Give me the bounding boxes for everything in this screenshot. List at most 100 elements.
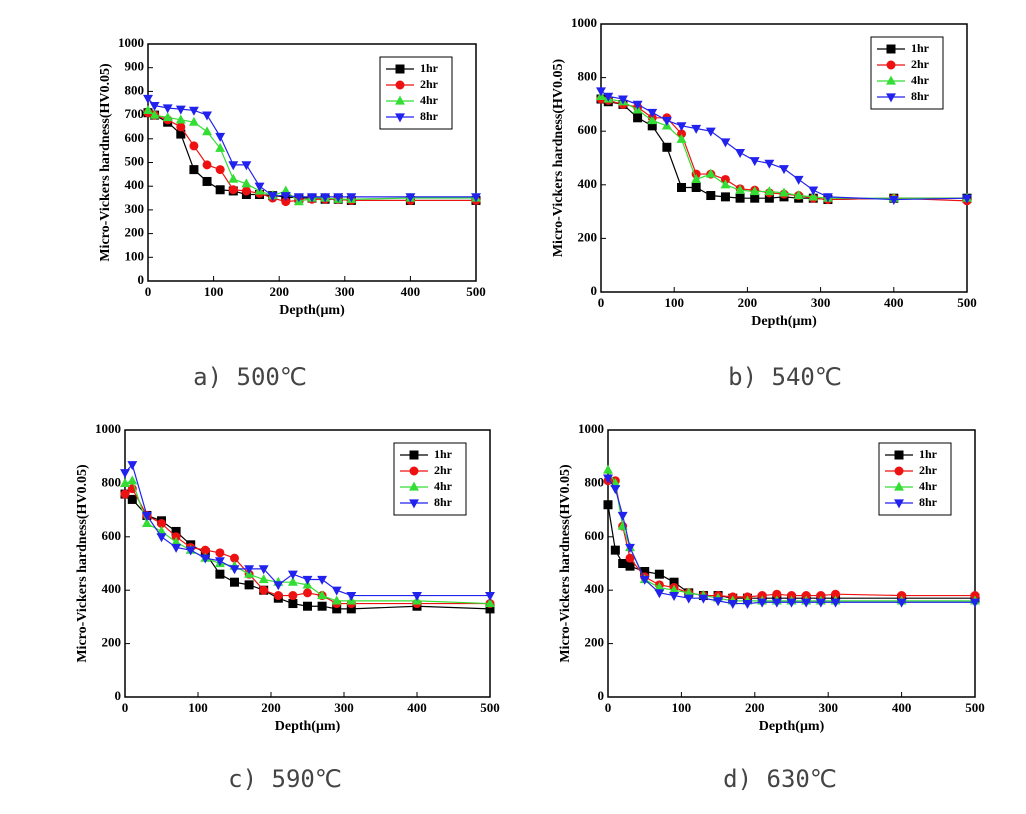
- legend-label: 1hr: [919, 447, 938, 461]
- marker: [241, 186, 251, 196]
- marker: [395, 113, 405, 123]
- marker: [771, 598, 782, 608]
- marker: [603, 464, 613, 474]
- marker: [618, 95, 628, 105]
- x-axis-label: Depth(μm): [751, 314, 817, 329]
- legend-label: 2hr: [919, 463, 938, 477]
- x-tick-label: 200: [261, 700, 281, 715]
- legend-label: 1hr: [911, 41, 930, 55]
- marker: [143, 104, 153, 114]
- marker: [683, 594, 694, 604]
- y-tick-label: 400: [125, 177, 145, 192]
- x-tick-label: 0: [605, 700, 612, 715]
- x-tick-label: 500: [957, 295, 977, 310]
- x-tick-label: 200: [269, 284, 289, 299]
- marker: [258, 574, 269, 584]
- y-tick-label: 900: [125, 59, 145, 74]
- marker: [230, 577, 239, 587]
- marker: [202, 126, 212, 136]
- marker: [894, 466, 904, 476]
- marker: [822, 193, 833, 203]
- marker: [617, 511, 628, 521]
- marker: [706, 191, 716, 201]
- marker: [171, 536, 182, 546]
- marker: [317, 601, 327, 611]
- y-tick-label: 100: [125, 248, 145, 263]
- x-tick-label: 0: [145, 284, 152, 299]
- marker: [676, 122, 687, 132]
- marker: [886, 75, 896, 85]
- marker: [317, 575, 328, 585]
- marker: [176, 129, 186, 139]
- marker: [830, 598, 841, 608]
- x-tick-label: 0: [598, 295, 605, 310]
- marker: [894, 450, 904, 460]
- marker: [720, 192, 730, 202]
- marker: [779, 165, 789, 175]
- marker: [267, 192, 278, 202]
- marker: [188, 106, 199, 116]
- marker: [698, 594, 709, 604]
- marker: [633, 113, 643, 123]
- marker: [409, 481, 419, 491]
- marker: [280, 192, 291, 202]
- marker: [720, 138, 731, 148]
- y-tick-label: 600: [585, 528, 605, 543]
- marker: [886, 44, 896, 54]
- marker: [215, 548, 225, 558]
- x-tick-label: 100: [188, 700, 208, 715]
- marker: [647, 108, 658, 118]
- marker: [331, 595, 342, 605]
- marker: [662, 142, 672, 152]
- y-tick-label: 0: [598, 688, 605, 703]
- marker: [395, 64, 405, 74]
- marker: [287, 576, 298, 586]
- marker: [258, 565, 269, 575]
- caption: a) 500℃: [193, 363, 307, 391]
- marker: [228, 185, 238, 195]
- marker: [254, 182, 265, 192]
- marker: [241, 161, 252, 171]
- marker: [346, 591, 357, 601]
- marker: [405, 193, 416, 203]
- marker: [244, 565, 255, 575]
- marker: [331, 586, 342, 596]
- marker: [288, 591, 298, 601]
- marker: [779, 187, 789, 197]
- y-tick-label: 500: [125, 153, 145, 168]
- x-tick-label: 100: [664, 295, 684, 310]
- marker: [189, 165, 199, 175]
- x-tick-label: 300: [334, 700, 354, 715]
- marker: [786, 598, 797, 608]
- marker: [229, 565, 240, 575]
- y-tick-label: 0: [591, 283, 598, 298]
- marker: [259, 585, 269, 595]
- y-tick-label: 400: [585, 581, 605, 596]
- marker: [149, 102, 160, 112]
- marker: [120, 469, 130, 479]
- marker: [395, 80, 405, 90]
- marker: [215, 132, 226, 142]
- x-tick-label: 400: [884, 295, 904, 310]
- marker: [749, 186, 760, 196]
- x-axis-label: Depth(μm): [279, 303, 345, 318]
- marker: [228, 173, 239, 183]
- marker: [886, 93, 896, 103]
- y-axis-label: Micro-Vickers hardness(HV0.05): [98, 63, 113, 262]
- marker: [691, 174, 702, 184]
- marker: [120, 489, 130, 499]
- caption: d) 630℃: [723, 765, 837, 793]
- caption: c) 590℃: [228, 765, 342, 793]
- y-tick-label: 1000: [95, 421, 121, 436]
- marker: [141, 511, 152, 521]
- legend-label: 2hr: [434, 463, 453, 477]
- legend-box: [878, 442, 952, 516]
- marker: [287, 570, 298, 580]
- marker: [395, 95, 405, 105]
- marker: [293, 193, 304, 203]
- marker: [171, 526, 181, 536]
- y-tick-label: 200: [102, 635, 122, 650]
- marker: [772, 589, 782, 599]
- marker: [757, 598, 768, 608]
- x-tick-label: 300: [335, 284, 355, 299]
